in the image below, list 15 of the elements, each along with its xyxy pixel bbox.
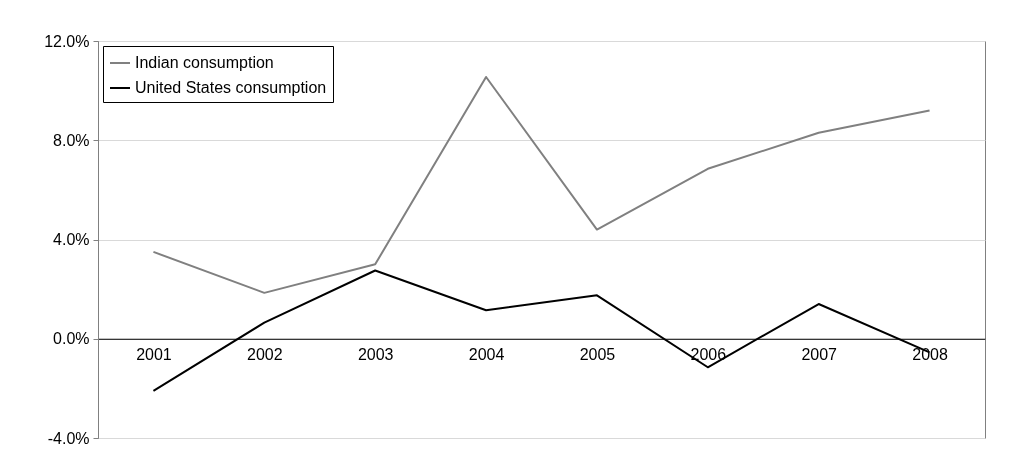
y-tick-label: -4.0%: [47, 429, 90, 447]
legend-label: United States consumption: [135, 79, 327, 96]
legend-label: Indian consumption: [135, 54, 274, 71]
x-tick-label: 2004: [468, 346, 505, 364]
x-tick-label: 2001: [136, 346, 172, 364]
x-tick-label: 2003: [357, 346, 394, 364]
y-tick-label: 12.0%: [44, 32, 90, 50]
y-tick-label: 8.0%: [53, 131, 90, 149]
x-tick-label: 2005: [579, 346, 616, 364]
x-tick-label: 2002: [247, 346, 283, 364]
x-tick-label: 2006: [690, 346, 727, 364]
x-tick-label: 2008: [912, 346, 948, 364]
y-tick-label: 4.0%: [53, 231, 90, 248]
y-tick-label: 0.0%: [53, 330, 90, 348]
x-tick-label: 2007: [801, 346, 838, 364]
